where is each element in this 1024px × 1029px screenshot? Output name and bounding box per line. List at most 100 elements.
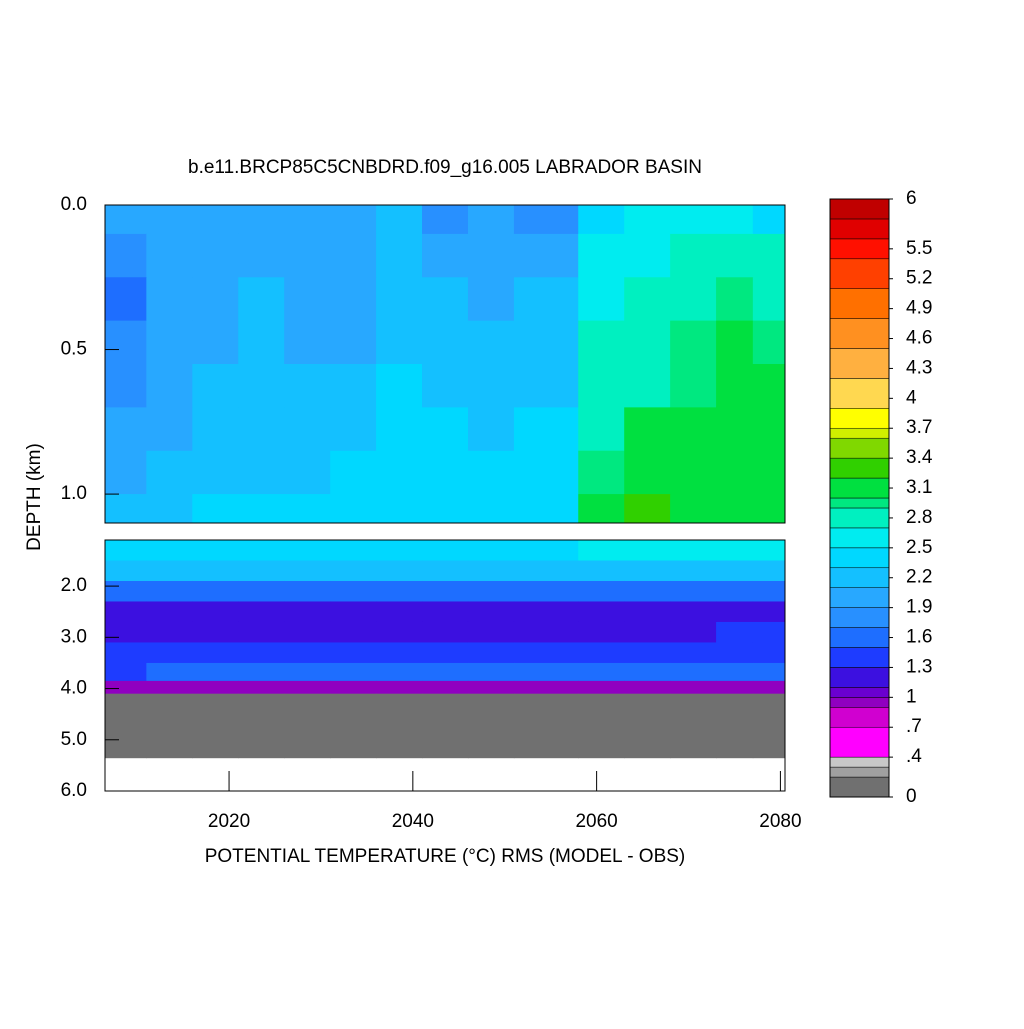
contour-cell — [284, 450, 331, 495]
contour-cell — [330, 693, 377, 759]
contour-cell — [330, 540, 377, 561]
y-tick-label: 1.0 — [61, 483, 87, 504]
contour-cell — [330, 364, 377, 408]
contour-cell — [422, 601, 469, 623]
contour-cell — [467, 601, 515, 623]
colorbar-segment — [829, 607, 890, 628]
contour-cell — [238, 233, 285, 278]
colorbar-tick-label: .7 — [906, 716, 922, 737]
y-tick-label: 2.0 — [61, 575, 87, 596]
contour-cell — [238, 450, 285, 495]
contour-cell — [752, 320, 786, 365]
contour-cell — [192, 494, 239, 524]
contour-cell — [752, 233, 786, 278]
contour-cell — [578, 320, 625, 365]
contour-cell — [105, 540, 147, 561]
contour-cell — [716, 320, 754, 365]
contour-cell — [716, 364, 754, 408]
contour-cell — [238, 364, 285, 408]
contour-cell — [578, 662, 625, 682]
contour-cell — [752, 364, 786, 408]
colorbar-tick-label: 4.6 — [906, 328, 932, 349]
contour-cell — [670, 205, 717, 235]
contour-cell — [105, 494, 147, 524]
contour-cell — [192, 680, 239, 695]
contour-cell — [716, 580, 754, 602]
colorbar-tick-label: 4.9 — [906, 298, 932, 319]
contour-cell — [513, 580, 579, 602]
contour-cell — [422, 407, 469, 452]
contour-cell — [467, 560, 515, 582]
contour-cell — [752, 580, 786, 602]
colorbar-tick-label: .4 — [906, 746, 922, 767]
contour-cell — [716, 233, 754, 278]
colorbar-segment — [829, 348, 890, 379]
colorbar-segment — [829, 667, 890, 688]
contour-cell — [513, 642, 579, 664]
contour-cell — [105, 662, 147, 682]
contour-cell — [752, 450, 786, 495]
colorbar-segment — [829, 766, 890, 778]
colorbar-segment — [829, 288, 890, 319]
contour-cell — [578, 560, 625, 582]
contour-cell — [467, 364, 515, 408]
colorbar-segment — [829, 457, 890, 479]
contour-cell — [376, 320, 423, 365]
contour-cell — [192, 560, 239, 582]
colorbar-segment — [829, 378, 890, 409]
contour-cell — [716, 205, 754, 235]
contour-cell — [578, 621, 625, 643]
contour-cell — [238, 560, 285, 582]
contour-cell — [376, 233, 423, 278]
contour-cell — [238, 601, 285, 623]
contour-cell — [716, 540, 754, 561]
contour-cell — [376, 494, 423, 524]
contour-cell — [330, 320, 377, 365]
contour-cell — [105, 560, 147, 582]
contour-cell — [578, 494, 625, 524]
contour-cell — [192, 540, 239, 561]
contour-cell — [513, 680, 579, 695]
contour-cell — [146, 642, 193, 664]
contour-cell — [752, 642, 786, 664]
y-axis-label: DEPTH (km) — [24, 443, 45, 551]
contour-cell — [624, 642, 671, 664]
contour-cell — [467, 407, 515, 452]
contour-cell — [752, 601, 786, 623]
contour-cell — [238, 320, 285, 365]
contour-cell — [467, 320, 515, 365]
contour-cell — [578, 277, 625, 322]
contour-cell — [513, 662, 579, 682]
colorbar-segment — [829, 547, 890, 569]
contour-cell — [105, 621, 147, 643]
contour-cell — [105, 601, 147, 623]
contour-cell — [716, 601, 754, 623]
contour-cell — [146, 494, 193, 524]
contour-cell — [513, 407, 579, 452]
colorbar-segment — [829, 647, 890, 668]
contour-cell — [238, 277, 285, 322]
contour-cell — [670, 494, 717, 524]
contour-cell — [422, 621, 469, 643]
contour-cell — [105, 364, 147, 408]
contour-cell — [192, 233, 239, 278]
contour-cell — [716, 277, 754, 322]
contour-cell — [752, 621, 786, 643]
contour-cell — [716, 407, 754, 452]
contour-cell — [192, 580, 239, 602]
y-tick-label: 0.0 — [61, 194, 87, 215]
contour-cell — [376, 277, 423, 322]
contour-cell — [578, 680, 625, 695]
contour-cell — [578, 407, 625, 452]
contour-cell — [422, 205, 469, 235]
contour-cell — [376, 364, 423, 408]
contour-cell — [467, 540, 515, 561]
contour-cell — [146, 233, 193, 278]
contour-cell — [422, 320, 469, 365]
contour-cell — [146, 205, 193, 235]
contour-cell — [467, 580, 515, 602]
contour-cell — [192, 407, 239, 452]
contour-cell — [467, 662, 515, 682]
contour-cell — [422, 680, 469, 695]
